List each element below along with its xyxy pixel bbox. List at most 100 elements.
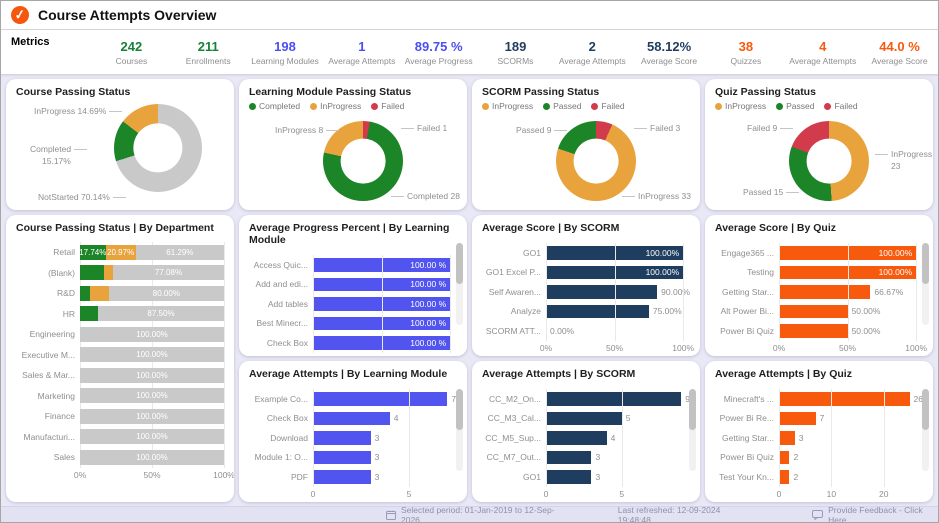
bar-segment[interactable]: 100.00% (80, 326, 224, 342)
bar[interactable] (313, 411, 390, 425)
stacked-bar[interactable]: 100.00% (80, 347, 224, 363)
gridline (546, 243, 547, 341)
lm-donut-chart[interactable] (323, 121, 403, 201)
scrollbar-track[interactable] (456, 243, 463, 325)
stacked-bar[interactable]: 100.00% (80, 408, 224, 424)
metric-value: 44.0 % (879, 38, 920, 54)
bar-segment[interactable]: 100.00% (80, 347, 224, 363)
legend-item[interactable]: Failed (371, 101, 404, 111)
scrollbar-track[interactable] (689, 389, 696, 471)
bar[interactable] (779, 324, 848, 338)
bar-segment[interactable]: 100.00% (80, 408, 224, 424)
bar-value-label: 3 (798, 432, 804, 443)
bar[interactable] (779, 470, 790, 484)
bar[interactable] (546, 304, 649, 318)
bar[interactable] (779, 392, 910, 406)
metric-item: 89.75 % Average Progress (400, 39, 477, 66)
scrollbar-thumb[interactable] (456, 389, 463, 430)
bar-row: 100.00 % (313, 314, 457, 334)
legend-item[interactable]: Failed (591, 101, 625, 111)
stacked-bar[interactable]: 87.50% (80, 306, 224, 322)
legend-item[interactable]: Passed (776, 101, 814, 111)
bar-segment[interactable]: 17.74% (80, 244, 106, 260)
bar-segment[interactable] (80, 265, 104, 281)
axis-tick-label: 20 (878, 488, 889, 499)
bar-segment[interactable]: 100.00% (80, 388, 224, 404)
bar-value-label: 5 (625, 413, 631, 424)
scrollbar-track[interactable] (922, 389, 929, 471)
bar[interactable] (546, 285, 658, 299)
scrollbar-thumb[interactable] (922, 243, 929, 284)
bar-row: 50.00% (779, 321, 923, 341)
category-label: GO1 (523, 247, 541, 258)
legend-item[interactable]: Completed (249, 101, 300, 111)
stacked-bar[interactable]: 77.08% (80, 265, 224, 281)
stacked-bar[interactable]: 17.74% 20.97% 61.29% (80, 244, 224, 260)
dept-plot: Retail (Blank) R&D HR Engineering Executive M… (16, 242, 225, 468)
bar[interactable] (779, 450, 790, 464)
bar-segment[interactable]: 77.08% (113, 265, 224, 281)
scrollbar-track[interactable] (456, 389, 463, 471)
bar-row: 100.00% (80, 447, 224, 468)
bar[interactable] (546, 470, 592, 484)
bar-segment[interactable] (80, 285, 90, 301)
quiz-donut-chart[interactable] (789, 121, 869, 201)
bar-row: 100.00% (80, 324, 224, 345)
bar-segment[interactable] (80, 306, 98, 322)
legend-item[interactable]: Failed (824, 101, 858, 111)
bar[interactable] (313, 470, 371, 484)
gridline (409, 389, 410, 487)
bar[interactable] (313, 450, 371, 464)
card-learning-module-passing-status: Learning Module Passing Status Completed… (239, 79, 467, 210)
stacked-bar[interactable]: 100.00% (80, 429, 224, 445)
stacked-bar[interactable]: 100.00% (80, 388, 224, 404)
bar-segment[interactable]: 61.29% (135, 244, 224, 260)
axis-tick-label: 0 (543, 488, 549, 499)
axis-tick-label: 100% (905, 342, 928, 353)
bar[interactable] (313, 392, 448, 406)
legend-label: Passed (786, 101, 815, 111)
bar-segment[interactable] (104, 265, 113, 281)
course-donut-chart[interactable] (114, 104, 202, 192)
legend-item[interactable]: Passed (543, 101, 581, 111)
bar[interactable] (546, 431, 607, 445)
legend-item[interactable]: InProgress (715, 101, 766, 111)
scrollbar-thumb[interactable] (689, 389, 696, 430)
bar-segment[interactable]: 87.50% (98, 306, 224, 322)
gridline (614, 243, 616, 341)
bar-segment[interactable]: 80.00% (108, 285, 224, 301)
bar[interactable] (779, 431, 795, 445)
last-refreshed-text: Last refreshed: 12-09-2024 19:48:48 (617, 505, 721, 523)
bar[interactable] (546, 450, 592, 464)
stacked-bar[interactable]: 100.00% (80, 449, 224, 465)
bar-segment[interactable]: 100.00% (80, 367, 224, 383)
legend-dot-icon (543, 102, 551, 110)
bar[interactable] (313, 431, 371, 445)
gridline (683, 243, 685, 341)
gridline (313, 389, 314, 487)
bar-row: 66.67% (779, 282, 923, 302)
bar-segment[interactable]: 100.00% (80, 429, 224, 445)
bar[interactable] (779, 285, 871, 299)
bar[interactable] (546, 392, 682, 406)
bar[interactable] (779, 304, 848, 318)
gridline (313, 255, 314, 353)
bar-segment[interactable] (89, 285, 109, 301)
legend-item[interactable]: InProgress (310, 101, 361, 111)
legend-item[interactable]: InProgress (482, 101, 533, 111)
stacked-bar[interactable]: 100.00% (80, 326, 224, 342)
scrollbar-thumb[interactable] (922, 389, 929, 430)
bar-segment[interactable]: 100.00% (80, 449, 224, 465)
bar[interactable] (779, 411, 816, 425)
stacked-bar[interactable]: 80.00% (80, 285, 224, 301)
stacked-bar[interactable]: 100.00% (80, 367, 224, 383)
metrics-bar: Metrics 242 Courses 211 Enrollments 198 Learn… (1, 29, 938, 75)
bar-segment[interactable]: 20.97% (105, 244, 136, 260)
feedback-link[interactable]: Provide Feedback - Click Here (812, 505, 938, 522)
scrollbar-thumb[interactable] (456, 243, 463, 284)
donut-label-failed: Failed 9 (747, 123, 793, 133)
scorm-donut-chart[interactable] (556, 121, 636, 201)
scrollbar-track[interactable] (922, 243, 929, 325)
legend-dot-icon (824, 102, 832, 110)
bar[interactable] (546, 411, 622, 425)
